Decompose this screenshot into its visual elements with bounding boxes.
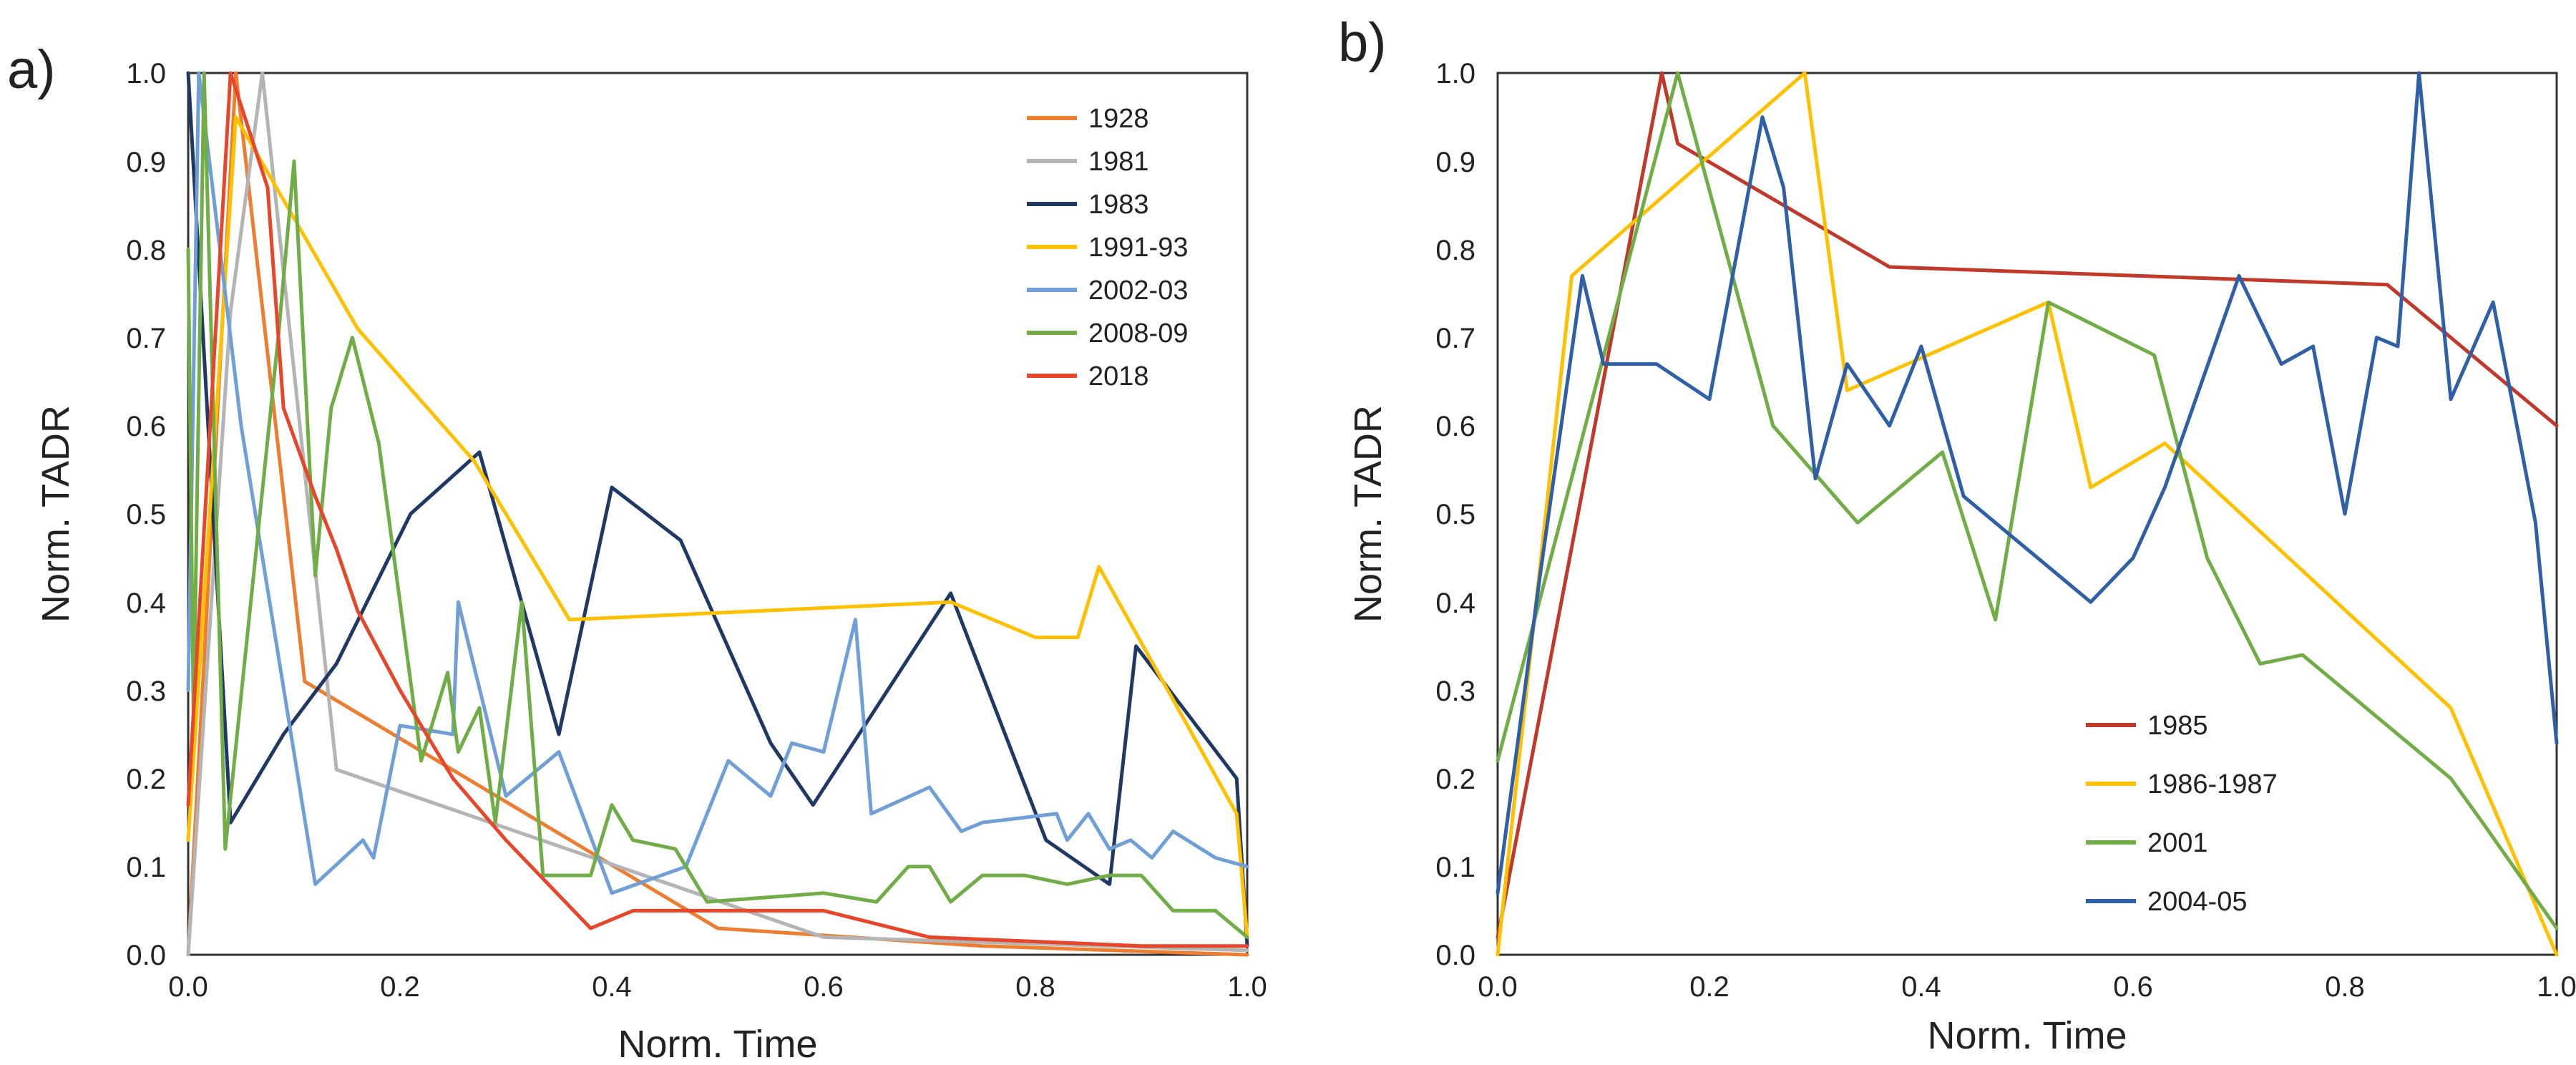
y-tick-label: 0.7 bbox=[126, 323, 166, 354]
series-line-2002-03 bbox=[186, 71, 1249, 895]
x-tick-group: 0.0 0.2 0.4 0.6 0.8 1.0 bbox=[168, 971, 1267, 1003]
y-tick-label: 0.7 bbox=[1435, 323, 1475, 354]
x-tick-label: 0.8 bbox=[1015, 971, 1055, 1003]
y-tick-group: 0.0 0.1 0.2 0.3 0.4 0.5 0.6 0.7 0.8 0.9 … bbox=[1435, 58, 1475, 971]
x-tick-label: 1.0 bbox=[1227, 971, 1267, 1003]
y-tick-label: 0.1 bbox=[126, 852, 166, 883]
y-tick-label: 0.5 bbox=[1435, 499, 1475, 530]
legend-label-1983: 1983 bbox=[1088, 190, 1149, 220]
x-tick-label: 0.2 bbox=[1689, 971, 1729, 1003]
x-tick-label: 0.6 bbox=[804, 971, 844, 1003]
legend: 1928 1981 1983 1991-93 2002-03 2008-09 2018 bbox=[1027, 104, 1188, 392]
legend-label-1986-1987: 1986-1987 bbox=[2147, 769, 2278, 799]
series-line-2001 bbox=[1496, 71, 2559, 930]
y-tick-group: 0.0 0.1 0.2 0.3 0.4 0.5 0.6 0.7 0.8 0.9 … bbox=[126, 58, 166, 971]
plot-area-frame bbox=[187, 72, 1249, 956]
series-lines bbox=[186, 71, 1249, 957]
y-tick-label: 0.5 bbox=[126, 499, 166, 530]
x-tick-label: 1.0 bbox=[2537, 971, 2576, 1003]
legend-label-1928: 1928 bbox=[1088, 104, 1149, 134]
y-tick-label: 0.3 bbox=[1435, 676, 1475, 707]
y-tick-label: 0.0 bbox=[1435, 940, 1475, 971]
y-tick-label: 0.0 bbox=[126, 940, 166, 971]
x-tick-label: 0.6 bbox=[2113, 971, 2153, 1003]
x-tick-label: 0.4 bbox=[1901, 971, 1941, 1003]
legend-label-2002-03: 2002-03 bbox=[1088, 276, 1188, 306]
y-tick-label: 1.0 bbox=[1435, 58, 1475, 89]
series-line-2018 bbox=[186, 71, 1249, 948]
panel-label: a) bbox=[7, 39, 56, 100]
legend-label-2018: 2018 bbox=[1088, 361, 1149, 392]
x-axis-label: Norm. Time bbox=[618, 1023, 817, 1065]
x-tick-label: 0.0 bbox=[168, 971, 208, 1003]
y-tick-label: 0.3 bbox=[126, 676, 166, 707]
legend-label-1981: 1981 bbox=[1088, 147, 1149, 177]
series-line-2004-05 bbox=[1496, 71, 2559, 895]
y-tick-label: 0.1 bbox=[1435, 852, 1475, 883]
series-lines bbox=[1496, 71, 2559, 957]
x-tick-label: 0.2 bbox=[380, 971, 420, 1003]
y-tick-label: 0.4 bbox=[1435, 588, 1475, 619]
series-line-1983 bbox=[186, 71, 1249, 948]
y-tick-label: 0.8 bbox=[126, 235, 166, 266]
legend-label-2001: 2001 bbox=[2147, 828, 2208, 858]
y-tick-label: 0.4 bbox=[126, 588, 166, 619]
y-tick-label: 1.0 bbox=[126, 58, 166, 89]
y-tick-label: 0.9 bbox=[126, 147, 166, 178]
legend-label-1985: 1985 bbox=[2147, 711, 2208, 741]
legend-label-1991-93: 1991-93 bbox=[1088, 233, 1188, 263]
series-line-1981 bbox=[186, 71, 1249, 957]
legend: 1985 1986-1987 2001 2004-05 bbox=[2086, 711, 2278, 917]
series-line-1991-93 bbox=[186, 115, 1249, 939]
legend-label-2004-05: 2004-05 bbox=[2147, 887, 2247, 917]
y-tick-label: 0.8 bbox=[1435, 235, 1475, 266]
plot-area-frame bbox=[1496, 72, 2558, 956]
panel-a: a) Norm. TADR Norm. Time 0.0 0.1 0.2 0.3… bbox=[7, 39, 1267, 1065]
y-axis-label: Norm. TADR bbox=[34, 405, 77, 623]
x-tick-label: 0.0 bbox=[1478, 971, 1518, 1003]
series-line-1985 bbox=[1496, 71, 2559, 939]
x-axis-label: Norm. Time bbox=[1927, 1014, 2127, 1057]
panel-label: b) bbox=[1338, 12, 1387, 73]
panel-b: b) Norm. TADR Norm. Time 0.0 0.1 0.2 0.3… bbox=[1338, 12, 2576, 1057]
y-tick-label: 0.9 bbox=[1435, 147, 1475, 178]
y-tick-label: 0.6 bbox=[1435, 411, 1475, 442]
y-tick-label: 0.2 bbox=[1435, 764, 1475, 795]
series-line-2008-09 bbox=[186, 71, 1249, 939]
y-axis-label: Norm. TADR bbox=[1347, 405, 1390, 623]
x-tick-label: 0.8 bbox=[2325, 971, 2365, 1003]
x-tick-group: 0.0 0.2 0.4 0.6 0.8 1.0 bbox=[1478, 971, 2576, 1003]
y-tick-label: 0.6 bbox=[126, 411, 166, 442]
x-tick-label: 0.4 bbox=[592, 971, 632, 1003]
y-tick-label: 0.2 bbox=[126, 764, 166, 795]
legend-label-2008-09: 2008-09 bbox=[1088, 318, 1188, 349]
